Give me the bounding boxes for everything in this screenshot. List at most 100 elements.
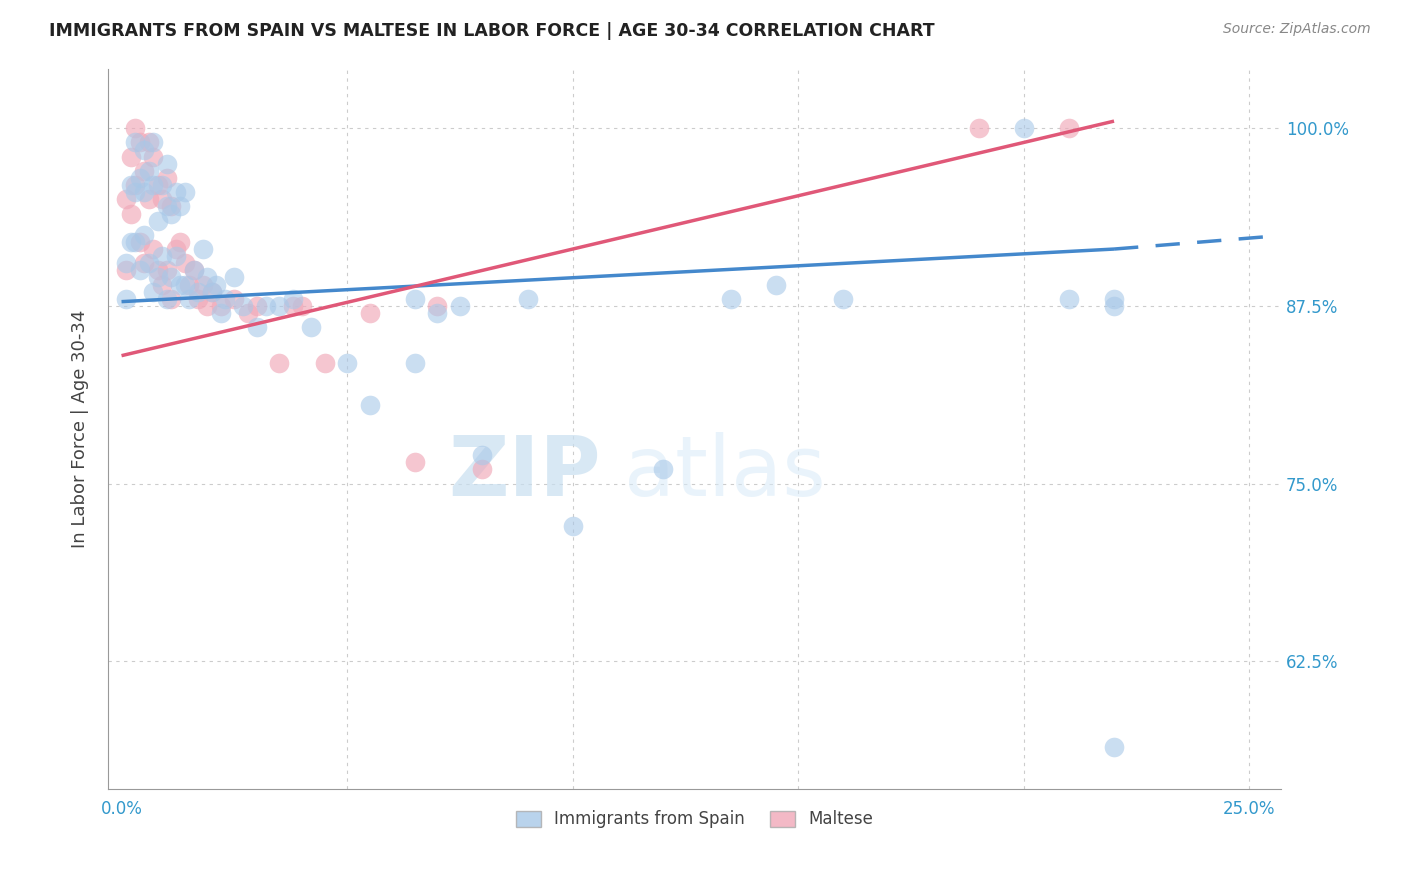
Point (449, 299, 471, 313)
Point (142, 136, 165, 150)
Point (160, 270, 183, 285)
Point (146, 263, 169, 277)
Point (120, 235, 142, 249)
Point (156, 292, 179, 306)
Point (281, 292, 304, 306)
Text: Source: ZipAtlas.com: Source: ZipAtlas.com (1223, 22, 1371, 37)
Point (156, 199, 179, 213)
Point (1057, 292, 1080, 306)
Point (1102, 739, 1125, 754)
Point (146, 213, 169, 227)
Point (314, 356, 336, 370)
Point (291, 299, 314, 313)
Point (214, 292, 236, 306)
Point (120, 150, 142, 164)
Point (150, 192, 173, 206)
Point (187, 292, 209, 306)
Point (209, 306, 232, 320)
Point (169, 199, 191, 213)
Point (169, 277, 191, 292)
Point (132, 185, 155, 199)
Point (132, 227, 155, 242)
Point (124, 178, 146, 192)
Point (209, 299, 232, 313)
Point (142, 178, 165, 192)
Point (183, 263, 205, 277)
Point (132, 256, 155, 270)
Point (246, 320, 269, 334)
Point (187, 285, 209, 299)
Point (205, 277, 228, 292)
Point (191, 242, 214, 256)
Point (138, 256, 160, 270)
Point (426, 299, 449, 313)
Point (183, 263, 205, 277)
Point (173, 256, 195, 270)
Point (195, 270, 218, 285)
Point (299, 320, 322, 334)
Point (1012, 121, 1035, 136)
Point (765, 277, 787, 292)
Point (160, 199, 183, 213)
Text: IMMIGRANTS FROM SPAIN VS MALTESE IN LABOR FORCE | AGE 30-34 CORRELATION CHART: IMMIGRANTS FROM SPAIN VS MALTESE IN LABO… (49, 22, 935, 40)
Point (224, 292, 246, 306)
Point (561, 519, 583, 533)
Point (1057, 121, 1080, 136)
Point (124, 235, 146, 249)
Point (336, 356, 359, 370)
Point (115, 256, 138, 270)
Point (146, 270, 169, 285)
Point (359, 306, 381, 320)
Legend: Immigrants from Spain, Maltese: Immigrants from Spain, Maltese (509, 804, 880, 835)
Point (142, 285, 165, 299)
Point (124, 121, 146, 136)
Point (156, 157, 179, 171)
Point (115, 192, 138, 206)
Point (142, 242, 165, 256)
Point (201, 285, 224, 299)
Point (128, 263, 150, 277)
Point (232, 299, 254, 313)
Text: atlas: atlas (624, 432, 825, 513)
Point (179, 292, 201, 306)
Point (142, 150, 165, 164)
Point (120, 206, 142, 220)
Point (832, 292, 855, 306)
Text: ZIP: ZIP (449, 432, 600, 513)
Point (179, 277, 201, 292)
Point (165, 242, 187, 256)
Point (124, 136, 146, 150)
Point (224, 270, 246, 285)
Point (246, 299, 269, 313)
Point (1102, 299, 1125, 313)
Point (1102, 292, 1125, 306)
Point (173, 277, 195, 292)
Point (169, 235, 191, 249)
Point (471, 448, 494, 462)
Point (150, 277, 173, 292)
Point (269, 356, 291, 370)
Point (720, 292, 742, 306)
Point (471, 462, 494, 476)
Point (138, 192, 160, 206)
Point (150, 178, 173, 192)
Point (404, 455, 426, 469)
Point (254, 299, 277, 313)
Point (967, 121, 990, 136)
Point (124, 185, 146, 199)
Point (359, 399, 381, 413)
Point (201, 285, 224, 299)
Point (173, 185, 195, 199)
Point (156, 171, 179, 186)
Point (156, 263, 179, 277)
Point (132, 143, 155, 157)
Point (404, 292, 426, 306)
Point (165, 249, 187, 263)
Point (195, 299, 218, 313)
Point (516, 292, 538, 306)
Point (404, 356, 426, 370)
Point (128, 171, 150, 186)
Point (146, 178, 169, 192)
Point (281, 299, 304, 313)
Point (269, 299, 291, 313)
